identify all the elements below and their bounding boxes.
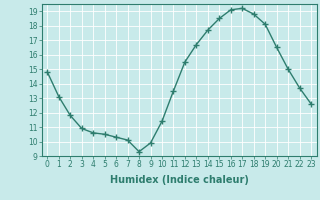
X-axis label: Humidex (Indice chaleur): Humidex (Indice chaleur) (110, 175, 249, 185)
